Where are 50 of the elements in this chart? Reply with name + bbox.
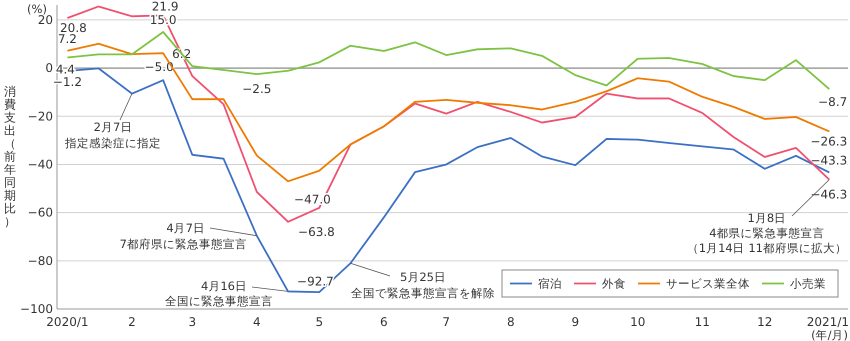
annotation: 2月7日 指定感染症に指定 xyxy=(65,93,161,150)
annotation: 4月16日 xyxy=(201,279,247,293)
annotation: 指定感染症に指定 xyxy=(64,136,161,150)
annotation: 全国で緊急事態宣言を解除 xyxy=(351,286,495,300)
data-label: 21.9 xyxy=(152,0,179,14)
data-label: −26.3 xyxy=(810,134,848,148)
annotation: (%) xyxy=(27,2,47,16)
x-tick-label: 2020/1 xyxy=(46,315,89,329)
y-tick-label: −40 xyxy=(28,157,53,172)
x-tick-label: 7 xyxy=(442,315,450,329)
y-tick-label: −100 xyxy=(20,302,53,316)
legend-label: 宿泊 xyxy=(538,276,562,290)
data-label: −1.2 xyxy=(52,75,82,90)
x-tick-label: 11 xyxy=(694,315,710,329)
text: 消費支出（前年同期比） xyxy=(4,84,16,228)
x-tick-label: 2021/1 xyxy=(806,315,849,329)
y-tick-label: −60 xyxy=(28,206,53,220)
annotation: （1月14日 11都府県に拡大） xyxy=(686,241,847,255)
data-label: 4.4 xyxy=(56,62,75,77)
data-label: −8.7 xyxy=(818,95,848,110)
data-label: −46.3 xyxy=(810,188,848,202)
annotation: 5月25日 xyxy=(400,270,446,284)
annotation: (年/月) xyxy=(811,328,848,341)
x-tick-label: 9 xyxy=(571,315,580,329)
x-tick-label: 12 xyxy=(757,315,772,329)
annotation: 5月25日 全国で緊急事態宣言を解除 xyxy=(350,262,495,300)
x-tick-label: 3 xyxy=(188,315,196,329)
legend-label: サービス業全体 xyxy=(666,276,750,290)
y-tick-label: −80 xyxy=(28,254,53,268)
legend-label: 外食 xyxy=(602,276,626,290)
data-label: −2.5 xyxy=(242,82,272,96)
data-label: −63.8 xyxy=(298,224,335,239)
y-tick-label: 0 xyxy=(45,61,53,76)
x-tick-label: 6 xyxy=(380,315,388,329)
annotation: 4都県に緊急事態宣言 xyxy=(709,226,825,240)
x-tick-label: 2 xyxy=(128,315,136,329)
annotation: 7都府県に緊急事態宣言 xyxy=(120,237,247,251)
annotation: 4月7日 xyxy=(166,221,205,235)
annotation: 4月7日 7都府県に緊急事態宣言 xyxy=(120,221,258,251)
x-tick-label: 10 xyxy=(630,315,646,329)
annotation: 1月8日 xyxy=(748,211,786,225)
annotation: 全国に緊急事態宣言 xyxy=(165,294,273,308)
data-label: −43.3 xyxy=(810,153,848,168)
legend-label: 小売業 xyxy=(790,276,826,290)
annotation: 2月7日 xyxy=(94,120,132,134)
x-tick-label: 4 xyxy=(253,315,261,329)
x-tick-label: 8 xyxy=(506,315,515,329)
annotation: 4月16日 全国に緊急事態宣言 xyxy=(165,279,288,308)
x-tick-label: 5 xyxy=(315,315,324,329)
y-tick-label: −20 xyxy=(28,109,53,124)
